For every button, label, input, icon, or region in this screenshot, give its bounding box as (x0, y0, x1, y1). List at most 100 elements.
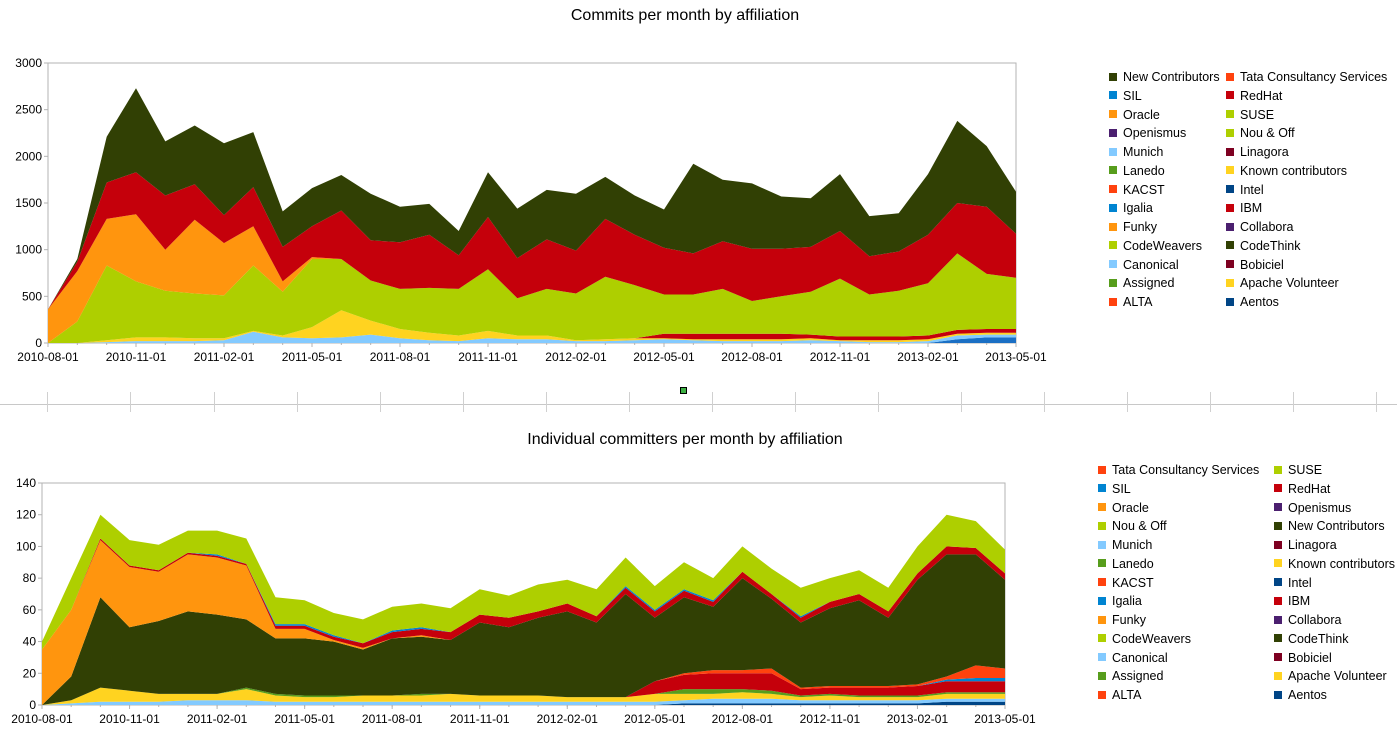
y-tick-label: 40 (23, 635, 37, 649)
legend-label: KACST (1123, 182, 1165, 197)
legend-item: SUSE (1226, 107, 1274, 123)
legend-label: Assigned (1123, 276, 1175, 291)
divider-tick (130, 392, 131, 412)
legend-swatch (1226, 91, 1234, 100)
legend-label: Bobiciel (1240, 257, 1284, 272)
x-tick-label: 2011-08-01 (362, 712, 423, 726)
legend-item: Nou & Off (1226, 125, 1295, 141)
y-tick-label: 0 (29, 698, 36, 712)
divider-tick (629, 392, 630, 412)
chart-divider (0, 404, 1397, 405)
x-tick-label: 2010-11-01 (99, 712, 160, 726)
legend-label: Apache Volunteer (1240, 276, 1339, 291)
legend-swatch (1109, 185, 1117, 194)
legend-item: Apache Volunteer (1274, 668, 1387, 684)
legend-swatch (1274, 653, 1282, 662)
legend-label: Assigned (1112, 669, 1164, 684)
legend-item: Tata Consultancy Services (1226, 69, 1387, 85)
divider-tick (795, 392, 796, 412)
legend-label: ALTA (1112, 688, 1142, 702)
legend-label: Collabora (1288, 613, 1342, 627)
legend-item: Intel (1274, 575, 1312, 591)
legend-swatch (1226, 297, 1234, 306)
legend-swatch (1274, 559, 1282, 568)
legend-swatch (1098, 503, 1106, 512)
legend-swatch (1109, 128, 1117, 137)
legend-item: Funky (1109, 219, 1157, 235)
x-tick-label: 2011-11-01 (458, 350, 518, 364)
y-tick-label: 2000 (15, 149, 42, 163)
legend-label: Oracle (1112, 500, 1149, 515)
legend-item: Openismus (1274, 500, 1351, 516)
legend-label: Canonical (1112, 650, 1168, 665)
area-series-6 (48, 172, 1016, 310)
legend-swatch (1274, 521, 1282, 530)
area-series-4 (48, 253, 1016, 343)
legend-label: Funky (1123, 220, 1158, 234)
chart-title: Commits per month by affiliation (570, 7, 800, 24)
x-tick-label: 2012-11-01 (810, 350, 871, 364)
x-tick-label: 2013-02-01 (897, 350, 959, 364)
legend-swatch (1226, 260, 1234, 269)
legend-swatch (1226, 241, 1234, 250)
legend-label: IBM (1288, 594, 1311, 609)
legend-label: SIL (1123, 88, 1142, 103)
legend-swatch (1274, 503, 1282, 512)
legend-label: IBM (1240, 201, 1263, 216)
legend-label: Bobiciel (1288, 650, 1332, 665)
legend-swatch (1226, 278, 1234, 287)
legend-swatch (1274, 540, 1282, 549)
area-series-3 (42, 687, 1005, 705)
legend-swatch (1109, 91, 1117, 100)
legend-label: Igalia (1112, 594, 1142, 609)
divider-tick (297, 392, 298, 412)
legend-item: ALTA (1109, 294, 1152, 310)
legend-label: Openismus (1288, 500, 1352, 515)
selection-handle[interactable] (680, 387, 687, 394)
legend-swatch (1226, 185, 1234, 194)
legend-item: IBM (1274, 593, 1310, 609)
legend-swatch (1226, 110, 1234, 119)
legend-item: Collabora (1274, 612, 1342, 628)
legend-swatch (1109, 260, 1117, 269)
legend-label: SIL (1112, 481, 1131, 496)
legend-item: SIL (1098, 481, 1131, 497)
x-tick-label: 2010-08-01 (17, 350, 79, 364)
divider-tick (1376, 392, 1377, 412)
legend-item: IBM (1226, 200, 1262, 216)
y-tick-label: 2500 (15, 103, 42, 117)
x-tick-label: 2012-11-01 (800, 712, 861, 726)
legend-item: Aentos (1274, 687, 1327, 703)
legend-swatch (1109, 241, 1117, 250)
legend-label: Munich (1112, 538, 1153, 552)
legend-item: Aentos (1226, 294, 1279, 310)
legend-label: Linagora (1288, 538, 1337, 552)
legend-swatch (1109, 203, 1117, 212)
legend-item: Canonical (1109, 257, 1179, 273)
legend-item: CodeWeavers (1098, 631, 1191, 647)
area-series-1 (42, 698, 1005, 705)
x-tick-label: 2011-08-01 (370, 350, 431, 364)
legend-swatch (1109, 297, 1117, 306)
legend-item: RedHat (1274, 481, 1330, 497)
legend-label: Linagora (1240, 145, 1289, 159)
legend-swatch (1274, 634, 1282, 643)
legend-item: Collabora (1226, 219, 1294, 235)
x-tick-label: 2011-05-01 (282, 350, 343, 364)
y-tick-label: 140 (16, 476, 36, 490)
legend-swatch (1226, 166, 1234, 175)
legend-swatch (1098, 690, 1106, 699)
commits-area-chart: 0 500 1000 1500 2000 2500 3000 2010-08-01 2010-1… (15, 56, 1047, 364)
legend-label: Lanedo (1123, 163, 1165, 178)
legend-item: Canonical (1098, 650, 1168, 666)
legend-swatch (1274, 465, 1282, 474)
legend-swatch (1226, 203, 1234, 212)
chart-title: Individual committers per month by affil… (527, 431, 843, 448)
legend-item: CodeWeavers (1109, 238, 1202, 254)
area-series-0 (42, 701, 1005, 705)
legend-swatch (1098, 653, 1106, 662)
legend-label: Oracle (1123, 107, 1160, 122)
divider-tick (1044, 392, 1045, 412)
y-tick-label: 3000 (15, 56, 42, 70)
